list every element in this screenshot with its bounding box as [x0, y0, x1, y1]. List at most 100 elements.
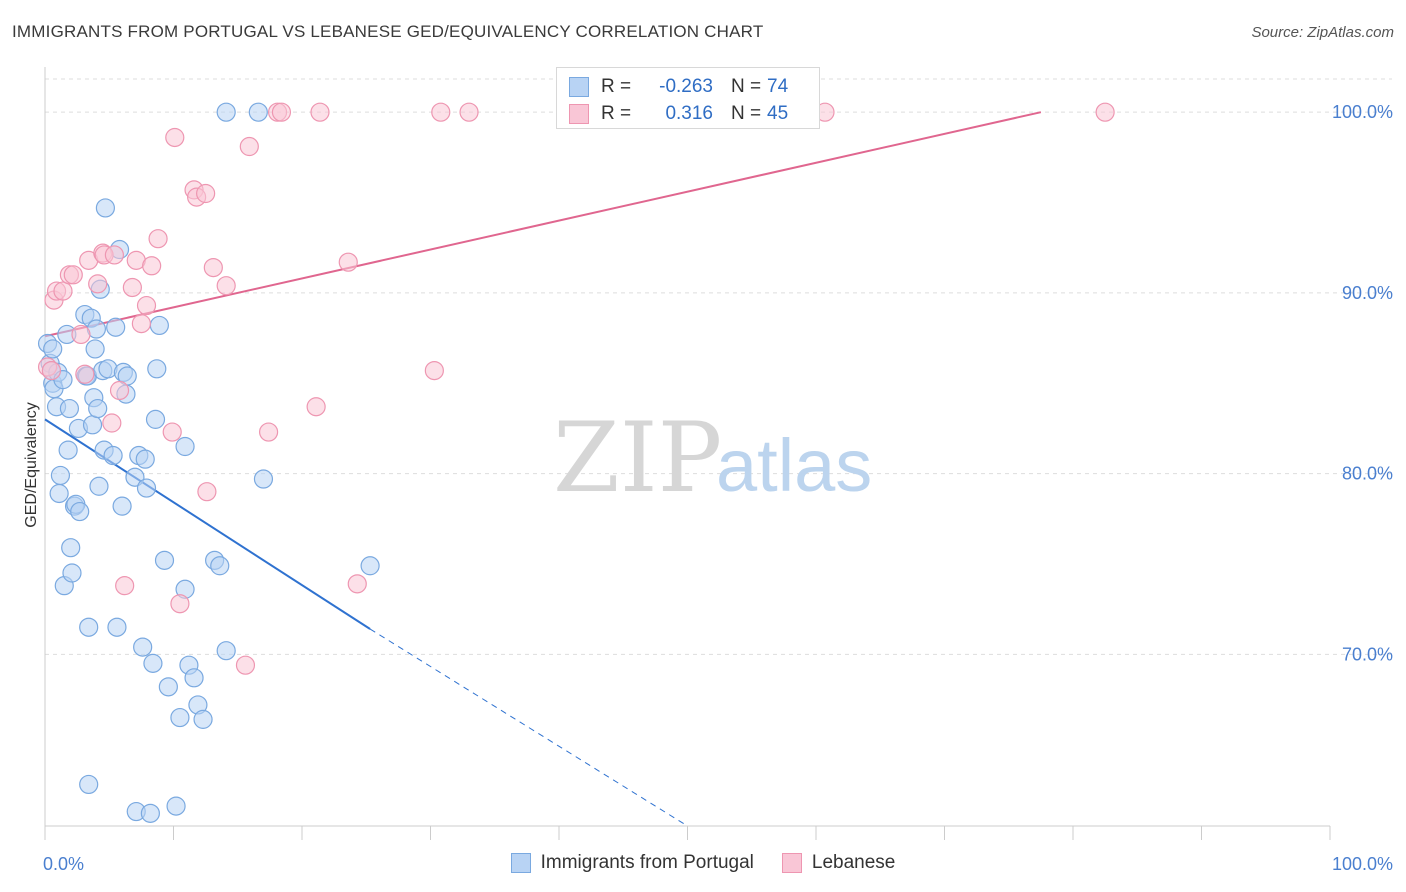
x-tick-labels: 0.0% 100.0% — [43, 854, 1393, 874]
stats-swatch-pink — [569, 104, 589, 124]
data-point-portugal — [106, 317, 126, 337]
n-value: 45 — [767, 103, 789, 124]
data-point-lebanese — [162, 422, 182, 442]
data-point-lebanese — [148, 229, 168, 249]
data-point-portugal — [210, 556, 230, 576]
trend-line-portugal — [44, 418, 371, 630]
r-value: 0.316 — [665, 103, 713, 124]
data-point-lebanese — [53, 281, 73, 301]
data-point-portugal — [143, 653, 163, 673]
data-point-lebanese — [63, 265, 83, 285]
x-tick-label: 100.0% — [1332, 854, 1393, 874]
data-point-portugal — [216, 102, 236, 122]
data-point-lebanese — [115, 576, 135, 596]
data-point-portugal — [88, 398, 108, 419]
watermark-atlas: atlas — [716, 424, 872, 507]
data-point-portugal — [145, 409, 166, 429]
data-point-lebanese — [71, 324, 91, 345]
data-point-portugal — [248, 102, 268, 122]
y-tick-label: 80.0% — [1342, 464, 1393, 484]
data-point-portugal — [360, 556, 380, 576]
y-tick-labels: 70.0% 80.0% 90.0% 100.0% — [1332, 102, 1393, 664]
data-point-lebanese — [41, 361, 62, 381]
data-point-portugal — [184, 668, 204, 688]
data-point-lebanese — [424, 361, 444, 381]
data-point-portugal — [175, 436, 195, 457]
points-lebanese — [37, 102, 1115, 675]
data-point-lebanese — [271, 102, 292, 122]
y-tick-label: 90.0% — [1342, 283, 1393, 303]
data-point-portugal — [59, 398, 80, 419]
data-point-portugal — [158, 677, 178, 697]
data-point-portugal — [136, 478, 157, 498]
axes — [44, 67, 1331, 840]
x-tick-label: 0.0% — [43, 854, 84, 874]
data-point-portugal — [62, 563, 82, 583]
data-point-lebanese — [122, 277, 142, 298]
trend-line-lebanese — [44, 111, 1042, 338]
data-point-lebanese — [104, 245, 124, 265]
data-point-lebanese — [170, 594, 190, 614]
legend-swatch-pink — [781, 853, 802, 873]
data-point-portugal — [103, 445, 123, 466]
legend-swatch-blue — [510, 853, 531, 873]
stats-box: R = -0.263 N = 74 R = 0.316 N = 45 — [556, 67, 820, 129]
data-point-portugal — [133, 637, 153, 657]
data-point-portugal — [79, 617, 99, 637]
chart-title: IMMIGRANTS FROM PORTUGAL VS LEBANESE GED… — [12, 22, 764, 41]
data-point-lebanese — [306, 397, 326, 417]
data-point-lebanese — [310, 102, 330, 122]
data-point-lebanese — [109, 380, 130, 401]
data-point-lebanese — [235, 655, 256, 675]
data-point-portugal — [154, 550, 175, 570]
data-point-portugal — [216, 641, 236, 661]
data-point-lebanese — [197, 482, 217, 502]
data-point-portugal — [140, 803, 160, 823]
n-label: N = — [731, 103, 762, 124]
r-value: -0.263 — [659, 76, 713, 97]
r-label: R = — [601, 76, 632, 97]
stats-row-portugal: R = -0.263 N = 74 — [569, 74, 788, 100]
data-point-portugal — [70, 501, 90, 522]
source-credit: Source: ZipAtlas.com — [1251, 24, 1394, 41]
data-point-portugal — [61, 538, 81, 558]
data-point-portugal — [170, 707, 190, 728]
data-point-portugal — [79, 774, 99, 795]
legend-label: Immigrants from Portugal — [540, 852, 754, 873]
data-point-lebanese — [88, 274, 108, 294]
data-point-lebanese — [75, 364, 95, 384]
data-point-lebanese — [131, 314, 151, 334]
n-label: N = — [731, 76, 762, 97]
data-point-portugal — [95, 198, 115, 218]
y-tick-label: 70.0% — [1342, 644, 1393, 664]
legend-label: Lebanese — [811, 852, 896, 873]
data-point-lebanese — [347, 574, 367, 594]
data-point-portugal — [85, 339, 105, 359]
data-point-portugal — [112, 496, 132, 516]
legend-item-lebanese[interactable]: Lebanese — [781, 852, 896, 874]
data-point-portugal — [253, 469, 274, 489]
r-label: R = — [601, 103, 632, 124]
data-point-lebanese — [239, 136, 259, 157]
data-point-lebanese — [338, 252, 358, 272]
data-point-portugal — [89, 476, 109, 496]
trend-line-portugal-extension — [369, 628, 688, 827]
stats-row-lebanese: R = 0.316 N = 45 — [569, 101, 788, 127]
data-point-portugal — [135, 449, 155, 469]
data-point-lebanese — [459, 102, 479, 122]
data-point-portugal — [166, 796, 186, 816]
data-point-portugal — [149, 315, 169, 336]
data-point-portugal — [58, 440, 78, 460]
data-point-portugal — [82, 415, 103, 435]
watermark: ZIP atlas — [553, 402, 872, 514]
stats-swatch-blue — [569, 77, 589, 97]
data-point-portugal — [43, 339, 63, 359]
points-immigrants-from-portugal — [37, 102, 380, 823]
data-point-lebanese — [258, 422, 279, 442]
legend-item-portugal[interactable]: Immigrants from Portugal — [510, 852, 754, 874]
data-point-portugal — [50, 465, 71, 486]
data-point-lebanese — [1095, 102, 1115, 122]
gridlines — [45, 78, 1392, 655]
data-point-portugal — [49, 483, 69, 504]
